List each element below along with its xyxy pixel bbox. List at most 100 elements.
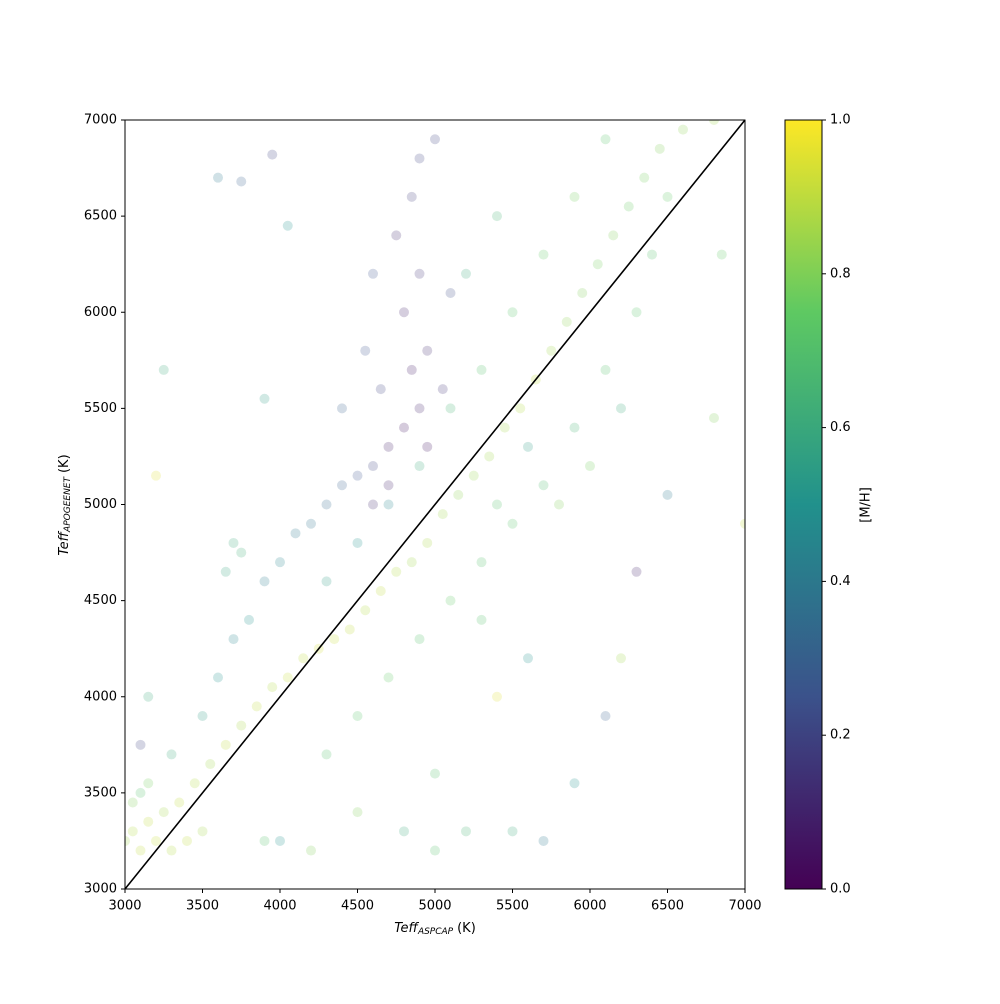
point	[523, 441, 533, 452]
point	[476, 614, 487, 625]
y-tick-label: 6500	[84, 209, 117, 224]
point	[662, 191, 673, 202]
x-tick-label: 4000	[263, 899, 296, 914]
x-tick-label: 6000	[573, 899, 606, 914]
colorbar-tick-label: 1.0	[830, 113, 851, 128]
point	[406, 557, 417, 568]
point	[368, 268, 378, 279]
point	[391, 230, 402, 241]
y-tick-label: 4000	[84, 689, 117, 704]
point	[616, 653, 626, 664]
colorbar-label: [M/H]	[859, 487, 874, 523]
point	[220, 566, 231, 577]
point	[406, 364, 417, 375]
y-tick-label: 7000	[84, 113, 117, 128]
point	[337, 480, 347, 491]
point	[151, 835, 161, 846]
point	[321, 576, 332, 587]
point	[554, 499, 564, 510]
point	[414, 461, 425, 472]
point	[678, 124, 688, 135]
point	[259, 576, 270, 587]
y-label-main: Teff	[57, 530, 72, 555]
point	[585, 461, 595, 472]
colorbar-tick-label: 0.0	[830, 882, 851, 897]
point	[166, 845, 177, 856]
point	[182, 835, 192, 846]
point	[337, 403, 347, 414]
point	[569, 422, 580, 433]
point	[321, 499, 332, 510]
point	[631, 566, 642, 577]
point	[492, 499, 502, 510]
point	[197, 826, 208, 837]
y-tick-label: 3500	[84, 785, 117, 800]
point	[127, 826, 138, 837]
point	[445, 595, 456, 606]
colorbar-tick-label: 0.4	[830, 574, 851, 589]
point	[228, 634, 239, 645]
point	[445, 288, 456, 299]
point	[360, 345, 371, 356]
point	[430, 768, 440, 779]
y-tick-label: 4500	[84, 593, 117, 608]
point	[647, 249, 657, 260]
y-tick-label: 5000	[84, 497, 117, 512]
x-label-sub: ASPCAP	[417, 927, 454, 937]
point	[352, 807, 363, 818]
point	[213, 172, 223, 183]
point	[399, 422, 409, 433]
point	[507, 826, 518, 837]
point	[538, 249, 549, 260]
point	[468, 470, 479, 481]
point	[414, 268, 425, 279]
point	[275, 557, 285, 568]
point	[352, 537, 363, 548]
point	[507, 307, 518, 318]
point	[399, 307, 409, 318]
x-axis-label: TeffASPCAP (K)	[394, 921, 476, 937]
point	[709, 120, 719, 125]
point	[220, 739, 231, 750]
point	[569, 778, 580, 789]
point	[399, 826, 409, 837]
point	[422, 441, 433, 452]
point	[422, 345, 433, 356]
point	[600, 364, 611, 375]
point	[430, 134, 440, 145]
point	[631, 307, 642, 318]
point	[476, 364, 487, 375]
point	[205, 759, 216, 770]
point	[383, 441, 394, 452]
point	[298, 653, 309, 664]
point	[492, 691, 502, 702]
point	[368, 499, 378, 510]
point	[476, 557, 487, 568]
y-axis-label: TeffAPOGEENET (K)	[57, 454, 73, 555]
x-tick-label: 7000	[728, 899, 761, 914]
point	[414, 403, 425, 414]
point	[383, 499, 394, 510]
point	[267, 682, 278, 693]
point	[414, 153, 425, 164]
point	[174, 797, 185, 808]
x-tick-label: 4500	[341, 899, 374, 914]
point	[716, 249, 727, 260]
point	[125, 835, 130, 846]
point	[321, 749, 332, 760]
point	[275, 835, 285, 846]
point	[267, 149, 278, 160]
point	[306, 518, 316, 529]
point	[569, 191, 580, 202]
y-tick-label: 5500	[84, 401, 117, 416]
point	[143, 816, 154, 827]
point	[135, 845, 146, 856]
colorbar	[784, 119, 823, 890]
point	[189, 778, 200, 789]
point	[383, 480, 394, 491]
point	[352, 710, 363, 721]
x-label-main: Teff	[394, 921, 419, 936]
point	[414, 634, 425, 645]
points	[125, 120, 745, 856]
point	[430, 845, 440, 856]
